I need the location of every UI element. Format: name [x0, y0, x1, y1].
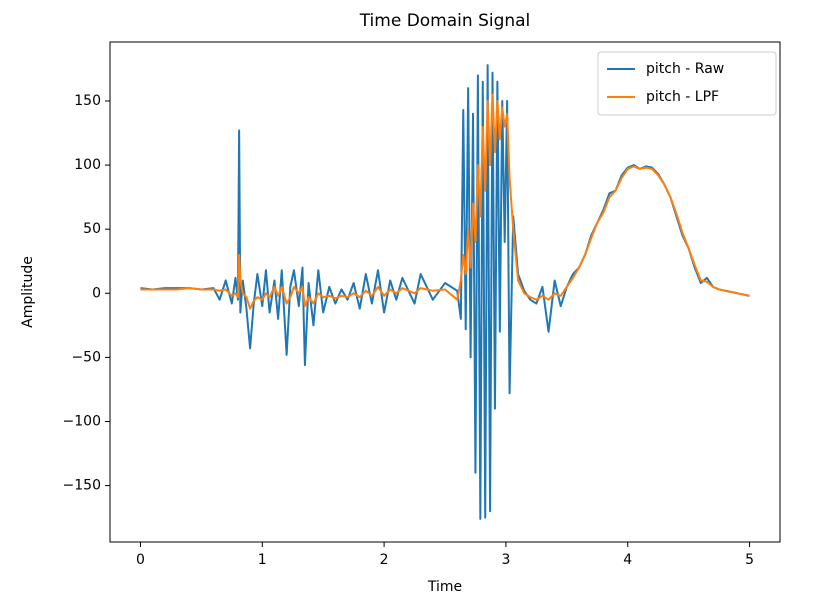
- y-tick-label: 0: [92, 285, 101, 301]
- y-tick-label: 50: [83, 221, 101, 237]
- x-tick-label: 5: [745, 552, 754, 568]
- x-tick-label: 2: [380, 552, 389, 568]
- y-axis-label: Amplitude: [20, 256, 36, 328]
- x-axis-label: Time: [427, 579, 462, 595]
- y-tick-label: −150: [63, 478, 101, 494]
- legend-label: pitch - LPF: [646, 89, 719, 105]
- x-tick-label: 4: [623, 552, 632, 568]
- x-tick-label: 3: [501, 552, 510, 568]
- x-tick-label: 1: [258, 552, 267, 568]
- y-tick-label: −100: [63, 413, 101, 429]
- legend-box: [597, 51, 777, 116]
- plot-frame: [109, 41, 781, 543]
- y-tick-label: 100: [74, 157, 101, 173]
- series-line: [140, 64, 750, 520]
- series-line: [140, 93, 750, 310]
- x-tick-label: 0: [136, 552, 145, 568]
- y-tick-label: 150: [74, 93, 101, 109]
- y-tick-label: −50: [71, 349, 101, 365]
- chart-title: Time Domain Signal: [359, 11, 531, 31]
- legend-label: pitch - Raw: [646, 61, 724, 77]
